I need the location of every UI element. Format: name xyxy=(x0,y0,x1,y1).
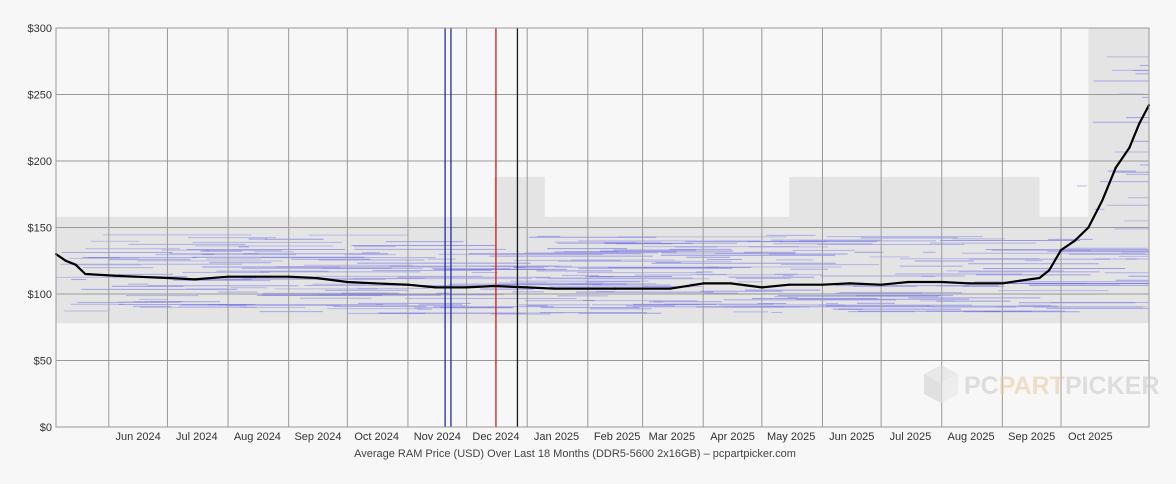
series-point xyxy=(314,276,318,280)
series-point xyxy=(1128,146,1131,149)
series-point xyxy=(107,274,110,277)
series-point xyxy=(1073,239,1076,242)
price-band-1 xyxy=(493,176,545,314)
series-point xyxy=(760,286,763,289)
series-point xyxy=(373,282,376,285)
series-point xyxy=(1001,282,1004,285)
y-tick-label: $250 xyxy=(28,90,52,102)
series-point xyxy=(848,282,851,285)
series-point xyxy=(135,275,138,278)
series-point xyxy=(287,275,290,278)
series-point xyxy=(166,276,169,280)
series-point xyxy=(64,259,67,262)
series-point xyxy=(465,286,468,289)
series-point xyxy=(1059,249,1063,252)
y-tick-label: $150 xyxy=(28,223,52,235)
average-price-series xyxy=(54,104,1151,290)
x-tick-label: May 2025 xyxy=(767,431,815,443)
y-tick-label: $300 xyxy=(28,23,52,35)
x-tick-label: Jun 2024 xyxy=(115,431,160,443)
series-point xyxy=(1100,199,1104,202)
x-tick-label: Sep 2024 xyxy=(294,431,341,443)
x-tick-label: Apr 2025 xyxy=(710,431,755,443)
series-point xyxy=(1087,226,1090,229)
series-point xyxy=(614,287,617,290)
retailer-price-lines xyxy=(56,56,1149,315)
y-tick-label: $100 xyxy=(28,289,52,301)
series-point xyxy=(1114,166,1117,169)
series-point xyxy=(553,287,556,290)
chart-caption: Average RAM Price (USD) Over Last 18 Mon… xyxy=(354,448,796,460)
series-point xyxy=(880,283,883,286)
series-point xyxy=(74,263,77,266)
series-point xyxy=(226,275,230,278)
y-tick-label: $200 xyxy=(28,156,52,168)
series-point xyxy=(492,284,496,288)
series-point xyxy=(346,280,349,284)
watermark-logo: PCPARTPICKER xyxy=(924,365,1159,403)
x-tick-label: Aug 2025 xyxy=(948,431,995,443)
plot-frame xyxy=(55,27,1150,428)
watermark-text: PCPARTPICKER xyxy=(964,372,1159,400)
series-point xyxy=(729,282,732,285)
series-point xyxy=(193,278,196,281)
series-point xyxy=(84,272,87,276)
series-point xyxy=(1138,122,1141,125)
series-point xyxy=(907,280,910,284)
series-point xyxy=(1048,268,1051,272)
x-tick-label: Jul 2025 xyxy=(890,431,932,443)
series-point xyxy=(254,275,257,278)
series-point xyxy=(641,287,644,290)
series-point xyxy=(1038,276,1041,280)
x-tick-label: Jul 2024 xyxy=(176,431,218,443)
price-band-2 xyxy=(789,176,1040,310)
series-point xyxy=(821,283,824,286)
event-markers xyxy=(444,28,519,427)
series-point xyxy=(968,282,971,285)
x-tick-label: Jan 2025 xyxy=(534,431,579,443)
x-tick-label: Oct 2025 xyxy=(1068,431,1113,443)
series-point xyxy=(1018,279,1022,282)
series-point xyxy=(940,280,943,284)
series-point xyxy=(702,282,705,285)
box-icon xyxy=(924,365,958,403)
x-tick-label: Sep 2025 xyxy=(1008,431,1055,443)
y-tick-label: $0 xyxy=(40,422,52,434)
series-point xyxy=(586,287,589,290)
x-tick-label: Aug 2024 xyxy=(234,431,281,443)
x-tick-label: Feb 2025 xyxy=(594,431,640,443)
series-point xyxy=(434,286,437,289)
x-tick-label: Mar 2025 xyxy=(649,431,695,443)
y-tick-label: $50 xyxy=(34,356,52,368)
y-axis-ticks: $0 $50 $100 $150 $200 $250 $300 xyxy=(28,23,52,434)
series-point xyxy=(668,287,672,290)
series-point xyxy=(788,283,791,286)
x-axis-ticks: Jun 2024 Jul 2024 Aug 2024 Sep 2024 Oct 2024… xyxy=(115,431,1112,443)
x-tick-label: Nov 2024 xyxy=(414,431,461,443)
series-point xyxy=(406,283,410,286)
series-line-0 xyxy=(55,104,1150,290)
x-tick-label: Jun 2025 xyxy=(829,431,874,443)
x-tick-label: Dec 2024 xyxy=(472,431,519,443)
x-tick-label: Oct 2024 xyxy=(354,431,399,443)
series-point xyxy=(526,286,529,289)
